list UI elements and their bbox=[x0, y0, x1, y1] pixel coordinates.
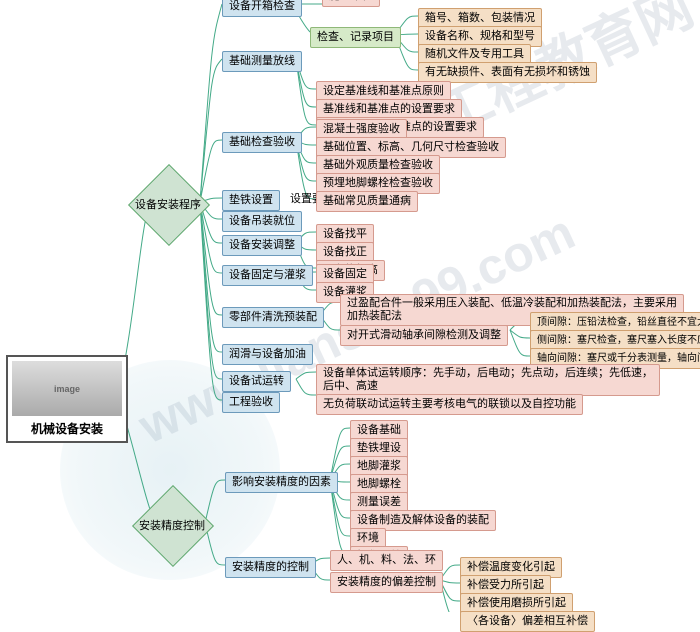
node-sbaztzh[interactable]: 设备安装调整 bbox=[222, 235, 302, 256]
node-yxazjd[interactable]: 影响安装精度的因素 bbox=[225, 472, 338, 493]
leaf: 设备单体试运转顺序：先手动，后电动；先点动，后连续；先低速，后中、高速 bbox=[316, 364, 660, 396]
node-lbjqxyz[interactable]: 零部件清洗预装配 bbox=[222, 307, 324, 328]
node-sbsj[interactable]: 设备试运转 bbox=[222, 371, 291, 392]
node-sbdzjw[interactable]: 设备吊装就位 bbox=[222, 211, 302, 232]
node-dtsz[interactable]: 垫铁设置 bbox=[222, 190, 280, 211]
diamond-precision[interactable]: 安装精度控制 bbox=[132, 505, 212, 545]
node-rhysb[interactable]: 润滑与设备加油 bbox=[222, 344, 313, 365]
leaf: 无负荷联动试运转主要考核电气的联锁以及自控功能 bbox=[316, 394, 583, 415]
node-sgdw[interactable]: 施工单位 bbox=[322, 0, 380, 7]
leaf: 〈各设备〉偏差相互补偿 bbox=[460, 611, 595, 632]
node-jcjcys[interactable]: 基础检查验收 bbox=[222, 132, 302, 153]
node-azjdkz[interactable]: 安装精度的控制 bbox=[225, 557, 316, 578]
leaf-mid: 对开式滑动轴承间隙检测及调整 bbox=[340, 325, 508, 346]
leaf-b: 安装精度的偏差控制 bbox=[330, 572, 443, 593]
diamond-install-seq[interactable]: 设备安装程序 bbox=[128, 184, 208, 224]
node-kxjc[interactable]: 设备开箱检查 bbox=[222, 0, 302, 17]
leaf: 有无缺损件、表面有无损坏和锈蚀 bbox=[418, 62, 597, 83]
root-node[interactable]: image 机械设备安装 bbox=[6, 355, 128, 443]
node-sbgdygj[interactable]: 设备固定与灌浆 bbox=[222, 265, 313, 286]
leaf: 基础常见质量通病 bbox=[316, 191, 418, 212]
leaf: 人、机、料、法、环 bbox=[330, 550, 443, 571]
root-image: image bbox=[12, 361, 122, 416]
node-jljxm[interactable]: 检查、记录项目 bbox=[310, 27, 401, 48]
root-label: 机械设备安装 bbox=[31, 422, 103, 436]
node-jcclfx[interactable]: 基础测量放线 bbox=[222, 51, 302, 72]
node-gcys[interactable]: 工程验收 bbox=[222, 392, 280, 413]
